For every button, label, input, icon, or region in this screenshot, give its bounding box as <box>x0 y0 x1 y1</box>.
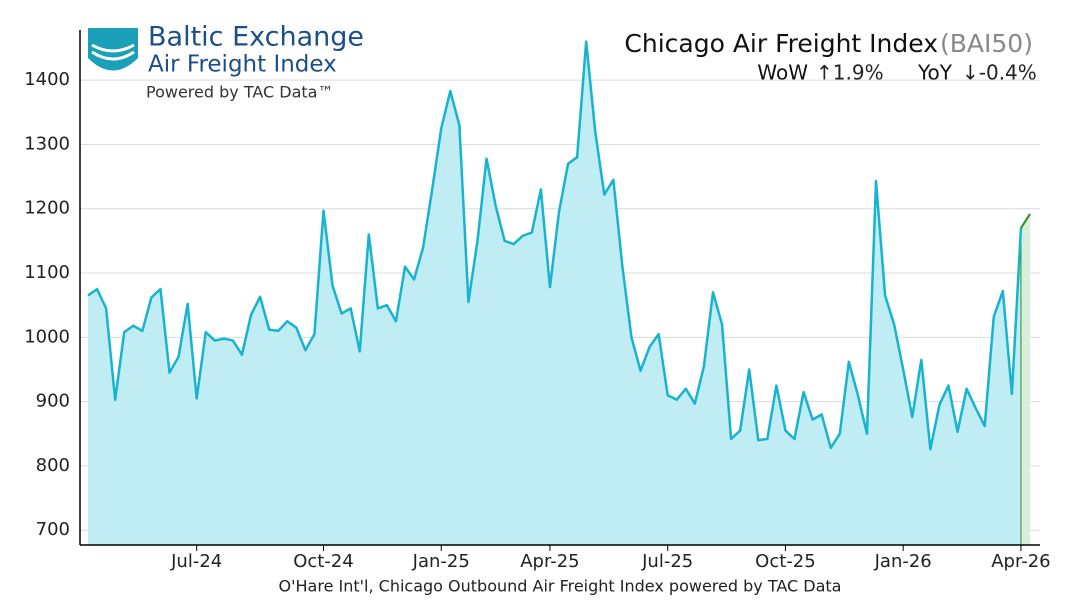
brand: Baltic Exchange <box>148 22 364 53</box>
wow-value: ↑1.9% <box>816 61 884 85</box>
x-tick-label: Jan-25 <box>412 551 470 572</box>
x-axis-label: O'Hare Int'l, Chicago Outbound Air Freig… <box>279 577 842 596</box>
chart-title: Chicago Air Freight Index <box>624 29 938 58</box>
x-tick-label: Jul-25 <box>641 551 693 572</box>
y-tick-label: 1400 <box>24 69 70 90</box>
latest-area <box>1020 213 1030 546</box>
yoy-label: YoY <box>917 61 953 85</box>
y-tick-label: 700 <box>36 519 70 540</box>
y-tick-label: 1200 <box>24 198 70 219</box>
yoy-value: ↓-0.4% <box>962 61 1037 85</box>
x-tick-label: Apr-26 <box>991 551 1050 572</box>
brand-powered: Powered by TAC Data™ <box>146 83 333 102</box>
brand-sub: Air Freight Index <box>148 52 337 78</box>
y-tick-label: 1300 <box>24 133 70 154</box>
series-line <box>87 40 1023 451</box>
logo: Baltic Exchange Air Freight Index Powere… <box>88 22 364 102</box>
y-tick-label: 1100 <box>24 262 70 283</box>
y-tick-label: 1000 <box>24 326 70 347</box>
x-tick-label: Oct-24 <box>293 551 354 572</box>
y-tick-label: 900 <box>36 391 70 412</box>
x-tick-label: Apr-25 <box>520 551 579 572</box>
wow-label: WoW <box>757 61 808 85</box>
title-code: (BAI50) <box>940 29 1033 58</box>
y-tick-label: 800 <box>36 455 70 476</box>
latest-line <box>1020 213 1031 229</box>
logo-waves <box>91 43 135 61</box>
logo-icon <box>88 28 138 71</box>
x-tick-label: Oct-25 <box>755 551 816 572</box>
area-fill <box>88 41 1021 546</box>
x-tick-label: Jan-26 <box>874 551 932 572</box>
x-tick-label: Jul-24 <box>170 551 222 572</box>
